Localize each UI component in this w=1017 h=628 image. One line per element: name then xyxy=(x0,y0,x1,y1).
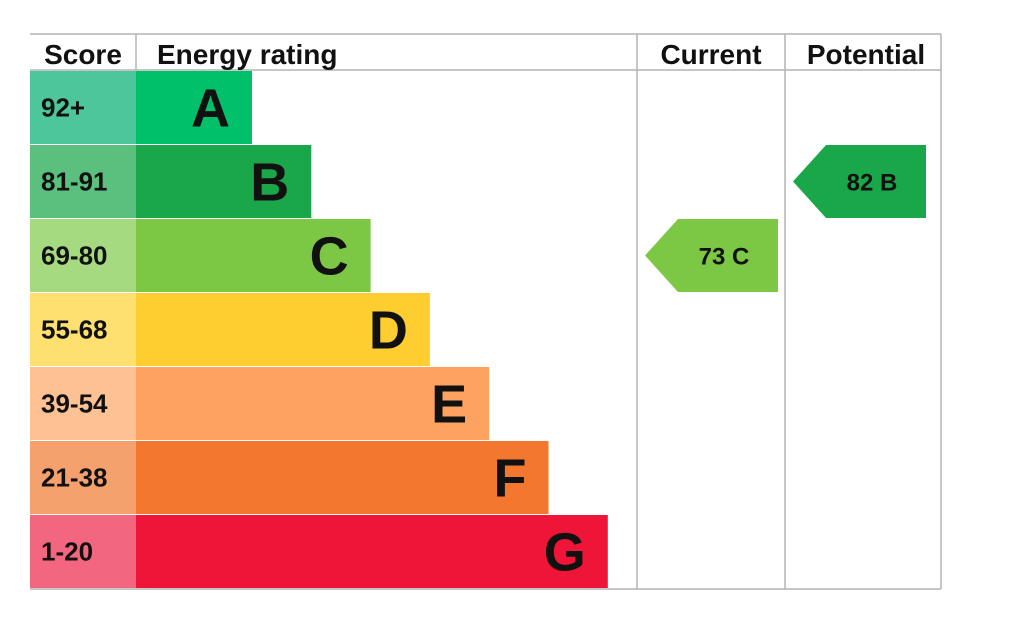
header-score: Score xyxy=(44,39,122,70)
band-bar-f xyxy=(136,441,549,514)
score-cell-b xyxy=(30,145,136,218)
score-cell-d xyxy=(30,293,136,366)
table-grid xyxy=(30,33,942,590)
score-cell-e xyxy=(30,367,136,440)
score-range-f: 21-38 xyxy=(41,463,108,493)
rating-bands: 92+ A 81-91 B 69-80 C 55-68 D 39-54 E 21-38 F 1-20 G xyxy=(30,71,608,588)
score-range-e: 39-54 xyxy=(41,389,108,419)
band-bar-a xyxy=(136,71,252,144)
band-letter-e: E xyxy=(431,375,467,435)
score-cell-a xyxy=(30,71,136,144)
score-cell-g xyxy=(30,515,136,588)
score-range-g: 1-20 xyxy=(41,537,93,567)
band-bar-e xyxy=(136,367,490,440)
score-range-c: 69-80 xyxy=(41,241,108,271)
score-range-d: 55-68 xyxy=(41,315,108,345)
header-energy-rating: Energy rating xyxy=(157,39,337,70)
band-letter-f: F xyxy=(494,449,527,509)
band-letter-a: A xyxy=(191,79,230,139)
score-cell-c xyxy=(30,219,136,292)
current-marker-label: 73 C xyxy=(699,244,750,271)
band-letter-d: D xyxy=(369,301,408,361)
band-bar-g xyxy=(136,515,608,588)
band-letter-c: C xyxy=(310,227,349,287)
potential-marker-arrow xyxy=(793,145,926,218)
band-bar-c xyxy=(136,219,371,292)
band-bar-d xyxy=(136,293,430,366)
rating-markers: 73 C 82 B xyxy=(645,145,926,292)
score-range-b: 81-91 xyxy=(41,167,108,197)
band-letter-g: G xyxy=(544,523,586,583)
current-marker-arrow xyxy=(645,219,778,292)
band-bar-b xyxy=(136,145,312,218)
header-current: Current xyxy=(660,39,761,70)
header-potential: Potential xyxy=(807,39,925,70)
band-letter-b: B xyxy=(250,153,289,213)
score-range-a: 92+ xyxy=(41,93,85,123)
potential-marker-label: 82 B xyxy=(847,170,898,197)
score-cell-f xyxy=(30,441,136,514)
